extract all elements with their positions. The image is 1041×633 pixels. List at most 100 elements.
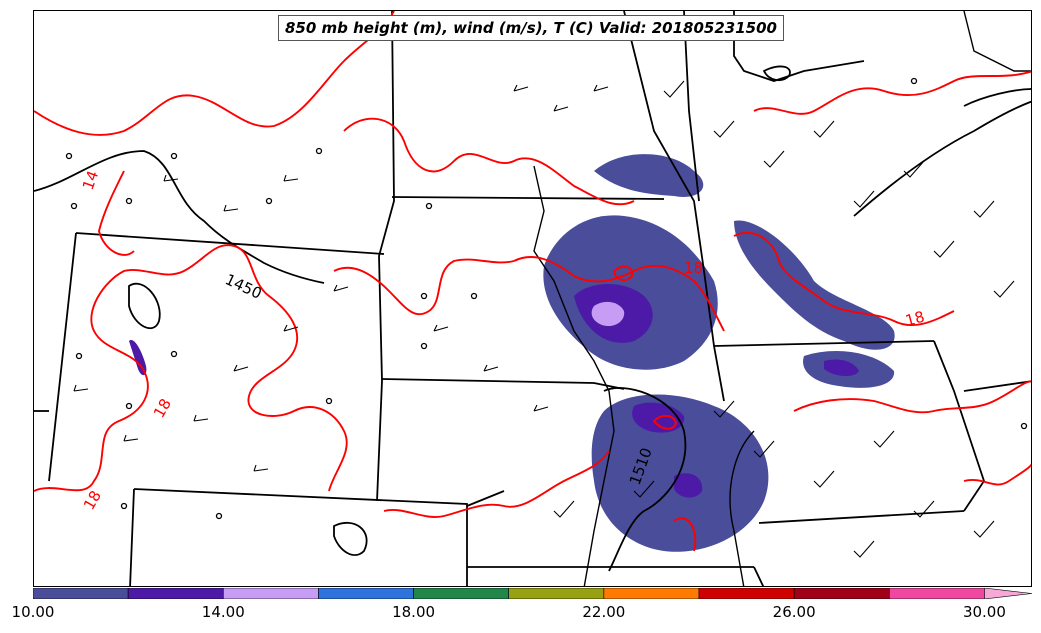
calm-marker <box>470 292 478 300</box>
colorbar-tick-label: 22.00 <box>582 603 626 621</box>
state-line-18 <box>963 380 1031 392</box>
temp-contour-3 <box>343 117 635 206</box>
temp-contour-11 <box>753 70 1031 115</box>
state-line-2 <box>75 232 385 255</box>
map-title: 850 mb height (m), wind (m/s), T (C) Val… <box>278 15 784 41</box>
calm-marker <box>65 152 73 160</box>
wind-barb <box>193 414 209 422</box>
state-line-19 <box>733 11 865 82</box>
wind-barb <box>163 174 179 182</box>
temp-contour-2 <box>98 170 135 256</box>
height-contour-4 <box>603 387 687 572</box>
wind-barb <box>873 430 895 448</box>
colorbar-tick-label: 10.00 <box>11 603 55 621</box>
wind-barb <box>593 84 609 92</box>
height-contour-3 <box>333 521 368 556</box>
wind-barb <box>283 324 299 332</box>
state-line-9 <box>466 490 505 507</box>
wind-barb <box>253 464 269 472</box>
calm-marker <box>170 350 178 358</box>
state-line-15 <box>753 566 765 586</box>
state-line-1 <box>376 11 395 502</box>
state-line-14 <box>758 510 965 524</box>
height-contour-5 <box>762 65 791 82</box>
wind-barb <box>973 520 995 538</box>
calm-marker <box>125 402 133 410</box>
calm-marker <box>325 397 333 405</box>
temp-contour-4 <box>34 244 348 492</box>
calm-marker <box>315 147 323 155</box>
height-contour-2 <box>128 283 161 330</box>
calm-marker <box>420 342 428 350</box>
colorbar-bin-2 <box>222 588 319 599</box>
colorbar-tick-label: 26.00 <box>772 603 816 621</box>
wind-barb <box>973 200 995 218</box>
wind-barb <box>913 500 935 518</box>
colorbar-bin-1 <box>127 588 224 599</box>
shade-region-north <box>594 154 704 197</box>
colorbar-bin-4 <box>413 588 510 599</box>
height-label-1450: 1450 <box>222 270 264 302</box>
calm-marker <box>70 202 78 210</box>
state-line-17 <box>933 340 985 512</box>
wind-barb <box>553 104 569 112</box>
wind-barb <box>433 324 449 332</box>
colorbar-bin-6 <box>603 588 700 599</box>
wind-barb <box>813 470 835 488</box>
wind-barb <box>763 150 785 168</box>
temp-contour-7 <box>513 256 725 332</box>
colorbar-bin-9 <box>888 588 985 599</box>
wind-barb <box>853 540 875 558</box>
calm-marker <box>75 352 83 360</box>
temp-contour-9 <box>652 415 677 430</box>
calm-marker <box>120 502 128 510</box>
wind-barb <box>513 84 529 92</box>
shade-region-east2-inner <box>824 359 859 377</box>
wind-barb <box>853 190 875 208</box>
calm-marker <box>265 197 273 205</box>
contour-labels: 1450 1510 14 18 18 18 18 <box>79 168 927 513</box>
wind-barbs <box>73 80 1015 558</box>
height-contour-1 <box>34 150 325 284</box>
calm-markers <box>65 77 1028 520</box>
wind-barb <box>333 284 349 292</box>
state-line-5 <box>133 488 468 586</box>
state-line-8 <box>381 378 625 390</box>
temp-label-18: 18 <box>903 308 926 330</box>
wind-barb <box>813 120 835 138</box>
wind-barb <box>993 280 1015 298</box>
wind-barb <box>73 384 89 392</box>
temp-contour-6 <box>383 450 610 518</box>
shade-region-east <box>734 220 895 350</box>
temperature-contours <box>34 11 1031 552</box>
calm-marker <box>215 512 223 520</box>
temp-contour-8 <box>612 265 634 282</box>
wind-barb <box>553 500 575 518</box>
state-line-3 <box>48 232 77 482</box>
wind-barb <box>903 160 925 178</box>
boundaries <box>34 11 1031 586</box>
wind-barb <box>123 434 139 442</box>
wind-barb <box>663 80 685 98</box>
river-1 <box>533 165 615 586</box>
wind-barb <box>933 240 955 258</box>
state-line-13 <box>713 340 935 347</box>
shade-region-central-core <box>591 301 625 327</box>
colorbar-bin-0 <box>33 588 129 599</box>
state-line-6 <box>129 488 135 586</box>
lakeshore <box>963 11 1031 72</box>
wind-barb <box>483 364 499 372</box>
temp-contour-10 <box>733 231 955 327</box>
river-2 <box>729 430 755 586</box>
state-line-12 <box>683 11 700 202</box>
calm-marker <box>910 77 918 85</box>
calm-marker <box>170 152 178 160</box>
colorbar-bin-5 <box>508 588 605 599</box>
temp-contour-1 <box>34 11 395 136</box>
temp-contour-13 <box>673 517 697 552</box>
map-panel: 1450 1510 14 18 18 18 18 850 mb height (… <box>33 10 1032 587</box>
colorbar-bin-8 <box>793 588 890 599</box>
colorbar-tick-label: 14.00 <box>201 603 245 621</box>
height-contours <box>34 65 1031 572</box>
wind-barb <box>283 174 299 182</box>
